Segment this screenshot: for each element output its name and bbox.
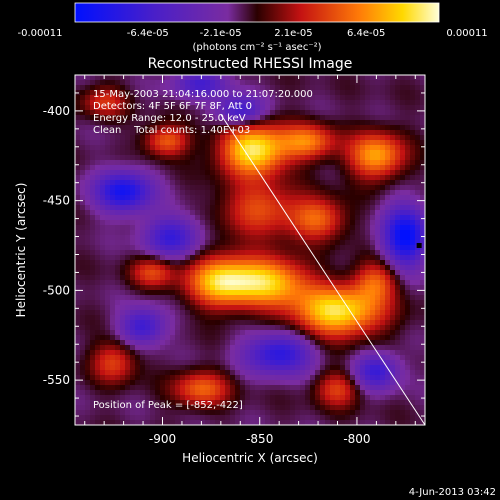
time-range-text: 15-May-2003 21:04:16.000 to 21:07:20.000 bbox=[93, 89, 313, 100]
axes: -900 -850 -800 -400 -450 -500 -550 bbox=[43, 74, 425, 446]
y-tick-label: -400 bbox=[43, 104, 70, 118]
heatmap-image bbox=[75, 75, 425, 425]
peak-position-text: Position of Peak = [-852,-422] bbox=[93, 400, 243, 411]
colorbar-tick-label: 0.00011 bbox=[446, 28, 487, 39]
x-tick-label: -850 bbox=[246, 432, 273, 446]
detectors-text: Detectors: 4F 5F 6F 7F 8F, Att 0 bbox=[93, 101, 252, 112]
colorbar-tick-label: 6.4e-05 bbox=[347, 28, 385, 39]
colorbar-tick-label: -0.00011 bbox=[18, 28, 63, 39]
x-tick-label: -900 bbox=[149, 432, 176, 446]
chart-title: Reconstructed RHESSI Image bbox=[148, 56, 353, 72]
footer-timestamp: 4-Jun-2013 03:42 bbox=[409, 487, 496, 498]
colorbar-ticks: -0.00011 -6.4e-05 -2.1e-05 2.1e-05 6.4e-05 0.… bbox=[18, 28, 488, 39]
colorbar-tick-label: 2.1e-05 bbox=[274, 28, 312, 39]
x-axis-label: Heliocentric X (arcsec) bbox=[182, 451, 318, 465]
y-tick-label: -450 bbox=[43, 194, 70, 208]
y-tick-label: -550 bbox=[43, 373, 70, 387]
colorbar-gradient bbox=[74, 2, 440, 23]
peak-marker bbox=[416, 243, 422, 249]
image-annotations: 15-May-2003 21:04:16.000 to 21:07:20.000… bbox=[93, 89, 313, 411]
y-tick-label: -500 bbox=[43, 283, 70, 297]
colorbar: -0.00011 -6.4e-05 -2.1e-05 2.1e-05 6.4e-05 0.… bbox=[18, 2, 488, 53]
x-tick-label: -800 bbox=[343, 432, 370, 446]
solar-limb-line bbox=[220, 114, 426, 426]
colorbar-tick-label: -6.4e-05 bbox=[127, 28, 169, 39]
plot-frame bbox=[74, 74, 426, 426]
colorbar-units: (photons cm⁻² s⁻¹ asec⁻²) bbox=[192, 42, 321, 53]
y-axis-label: Heliocentric Y (arcsec) bbox=[14, 183, 28, 318]
energy-range-text: Energy Range: 12.0 - 25.0 keV bbox=[93, 113, 246, 124]
colorbar-tick-label: -2.1e-05 bbox=[200, 28, 242, 39]
clean-counts-text: Clean Total counts: 1.40E+03 bbox=[93, 125, 250, 136]
